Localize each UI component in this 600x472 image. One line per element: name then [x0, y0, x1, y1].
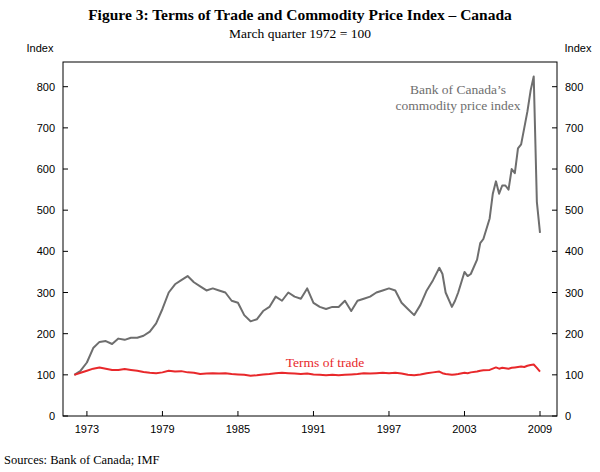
x-tick	[388, 411, 389, 416]
x-tick	[162, 411, 163, 416]
annotation-line: Bank of Canada’s	[410, 82, 506, 97]
y2-tick	[552, 374, 557, 375]
y2-tick	[552, 251, 557, 252]
x-tick-label: 2009	[528, 423, 552, 435]
series-annotation: Bank of Canada’scommodity price index	[395, 82, 520, 113]
y2-tick	[552, 127, 557, 128]
y2-tick-label: 200	[565, 328, 583, 340]
y-tick	[63, 251, 68, 252]
y2-tick	[552, 333, 557, 334]
x-tick-label: 2003	[452, 423, 476, 435]
y2-tick-label: 100	[565, 369, 583, 381]
y-tick	[63, 210, 68, 211]
y2-tick	[552, 86, 557, 87]
subtitle: March quarter 1972 = 100	[229, 26, 371, 41]
y-tick-label: 100	[37, 369, 55, 381]
y-tick	[63, 292, 68, 293]
y2-tick	[552, 416, 557, 417]
y2-tick-label: 300	[565, 287, 583, 299]
y-tick-label: 700	[37, 122, 55, 134]
x-tick-label: 1985	[226, 423, 250, 435]
title: Figure 3: Terms of Trade and Commodity P…	[88, 6, 512, 23]
y2-tick-label: 700	[565, 122, 583, 134]
y2-tick-label: 800	[565, 81, 583, 93]
y-tick-label: 0	[49, 410, 55, 422]
y-tick-label: 400	[37, 245, 55, 257]
y-tick-label: 200	[37, 328, 55, 340]
y-tick	[63, 127, 68, 128]
y-tick-label: 800	[37, 81, 55, 93]
y-axis-label: Index	[27, 42, 54, 54]
y-tick	[63, 86, 68, 87]
x-tick-label: 1979	[150, 423, 174, 435]
x-tick-label: 1991	[301, 423, 325, 435]
y-tick	[63, 374, 68, 375]
series-annotation: Terms of trade	[286, 355, 365, 370]
y2-tick	[552, 169, 557, 170]
x-tick	[237, 411, 238, 416]
chart: Figure 3: Terms of Trade and Commodity P…	[0, 0, 600, 472]
y2-tick-label: 0	[565, 410, 571, 422]
y2-tick-label: 600	[565, 163, 583, 175]
y2-tick	[552, 210, 557, 211]
y2-axis-label: Index	[565, 42, 592, 54]
y-tick-label: 500	[37, 204, 55, 216]
x-tick	[464, 411, 465, 416]
annotation-line: commodity price index	[395, 98, 520, 113]
y-tick	[63, 333, 68, 334]
y-tick-label: 600	[37, 163, 55, 175]
series-group	[74, 76, 540, 375]
y2-tick-label: 500	[565, 204, 583, 216]
x-tick	[313, 411, 314, 416]
y-tick-label: 300	[37, 287, 55, 299]
x-tick	[540, 411, 541, 416]
y-tick	[63, 416, 68, 417]
series-line	[74, 76, 540, 374]
x-tick	[86, 411, 87, 416]
y2-tick	[552, 292, 557, 293]
x-tick-label: 1997	[377, 423, 401, 435]
y-tick	[63, 169, 68, 170]
y2-tick-label: 400	[565, 245, 583, 257]
source-note: Sources: Bank of Canada; IMF	[4, 453, 160, 467]
x-tick-label: 1973	[75, 423, 99, 435]
plot-frame	[63, 62, 557, 416]
